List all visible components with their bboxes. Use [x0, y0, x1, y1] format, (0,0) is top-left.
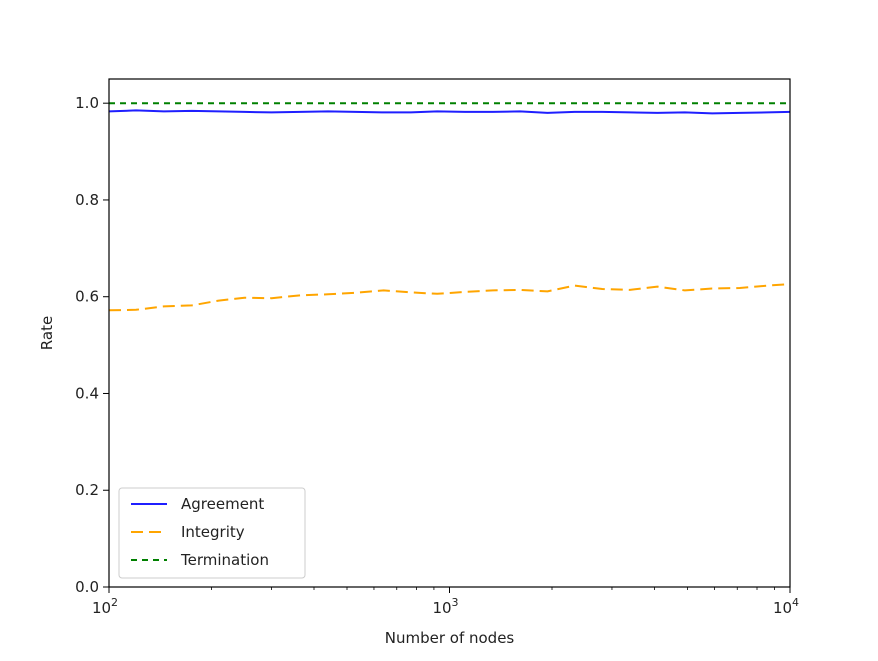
x-axis-ticks: 102 103 104	[92, 587, 799, 617]
legend-label-agreement: Agreement	[181, 495, 264, 513]
x-tick-exponent: 2	[111, 596, 118, 609]
y-tick-label: 0.6	[75, 288, 99, 306]
x-tick-label: 104	[773, 596, 799, 617]
x-tick-base: 10	[773, 599, 792, 617]
series-layer	[108, 102, 791, 312]
y-tick-label: 0.2	[75, 481, 99, 499]
x-tick-base: 10	[92, 599, 111, 617]
legend: Agreement Integrity Termination	[118, 487, 306, 579]
x-tick-label: 103	[432, 596, 458, 617]
series-line-integrity	[108, 283, 791, 312]
x-tick-exponent: 4	[792, 596, 799, 609]
legend-label-integrity: Integrity	[181, 523, 245, 541]
series-line-agreement	[108, 109, 791, 115]
x-tick-base: 10	[432, 599, 451, 617]
plot-frame	[108, 78, 791, 588]
y-tick-label: 0.0	[75, 578, 99, 596]
legend-label-termination: Termination	[180, 551, 269, 569]
y-axis-label: Rate	[38, 316, 56, 350]
y-tick-label: 0.8	[75, 191, 99, 209]
legend-box	[118, 487, 306, 579]
x-tick-exponent: 3	[452, 596, 459, 609]
y-tick-label: 1.0	[75, 94, 99, 112]
y-tick-label: 0.4	[75, 384, 99, 402]
y-axis-ticks: 0.0 0.2 0.4 0.6 0.8 1.0	[75, 94, 109, 596]
x-axis-label: Number of nodes	[385, 629, 515, 647]
x-tick-label: 102	[92, 596, 118, 617]
